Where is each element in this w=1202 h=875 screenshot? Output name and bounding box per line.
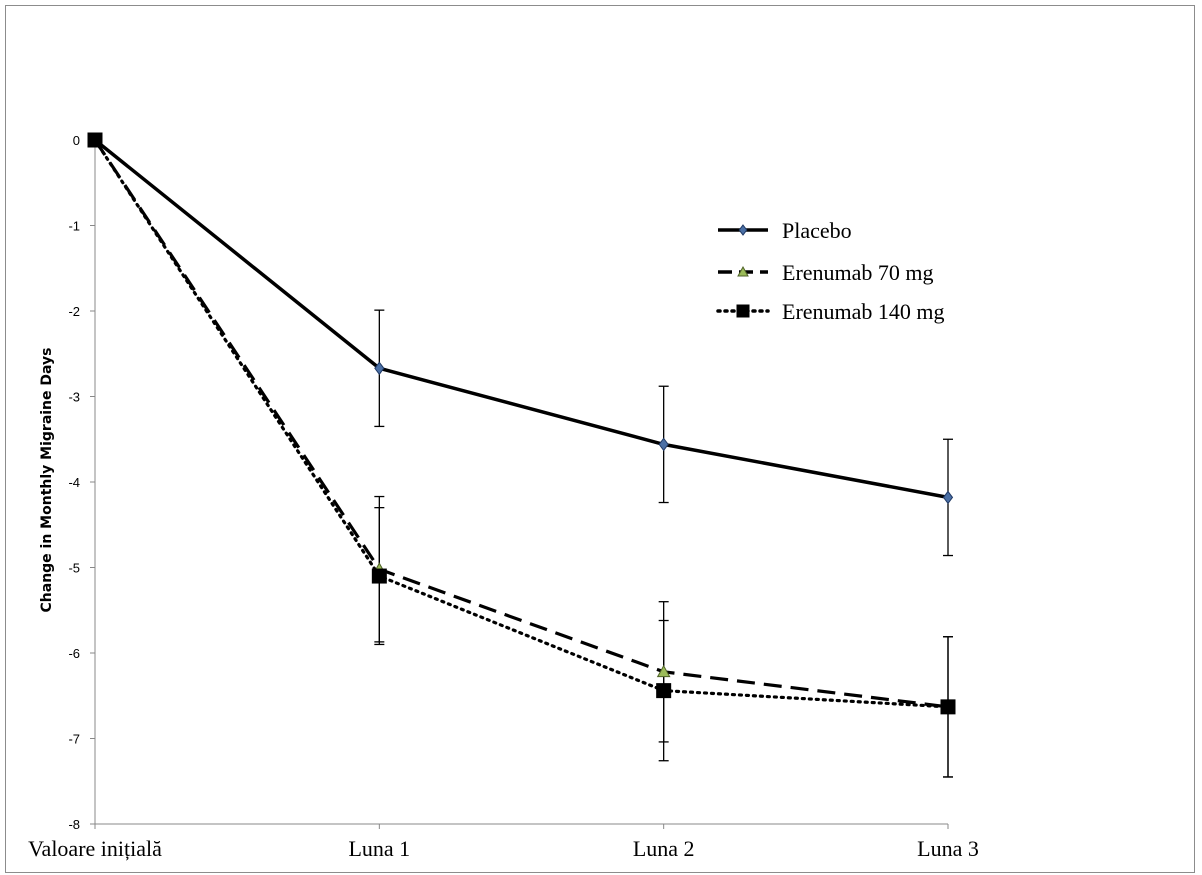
x-tick-label: Luna 3 [917, 836, 979, 861]
series-line-erenumab-140-mg [93, 138, 950, 709]
series-lines [93, 138, 950, 709]
chart-frame [5, 5, 1195, 873]
series-line-erenumab-70-mg [93, 139, 949, 709]
y-tick-label: -4 [68, 475, 80, 490]
x-tick-label: Luna 2 [633, 836, 695, 861]
marker-diamond [738, 224, 748, 236]
marker-triangle [737, 265, 749, 277]
marker-diamond [658, 437, 669, 452]
x-tick-label: Valoare inițială [28, 836, 162, 861]
legend-label: Placebo [782, 218, 852, 243]
legend-label: Erenumab 140 mg [782, 299, 945, 324]
marker-square [656, 683, 672, 699]
y-tick-label: -8 [68, 817, 80, 832]
y-tick-label: -1 [68, 219, 80, 234]
y-tick-label: -3 [68, 390, 80, 405]
y-tick-label: 0 [73, 133, 80, 148]
marker-square [87, 132, 103, 148]
series-markers [87, 132, 956, 715]
legend: Placebo Erenumab 70 mg Erenumab 140 mg [716, 218, 945, 324]
axes: 0 -1 -2 -3 -4 -5 -6 -7 -8 Valoare inițială Luna 1 L… [28, 133, 979, 861]
y-tick-label: -7 [68, 732, 80, 747]
marker-square [940, 699, 956, 715]
marker-diamond [942, 490, 954, 505]
y-tick-label: -5 [68, 561, 80, 576]
y-tick-label: -6 [68, 646, 80, 661]
legend-label: Erenumab 70 mg [782, 260, 934, 285]
marker-square [371, 568, 387, 584]
x-tick-label: Luna 1 [348, 836, 410, 861]
series-line-placebo [93, 138, 949, 500]
marker-diamond [374, 361, 385, 376]
y-axis-label: Change in Monthly Migraine Days [39, 348, 55, 613]
marker-triangle [656, 664, 671, 678]
error-bars [374, 309, 953, 778]
y-tick-label: -2 [68, 304, 80, 319]
marker-square [736, 304, 750, 318]
